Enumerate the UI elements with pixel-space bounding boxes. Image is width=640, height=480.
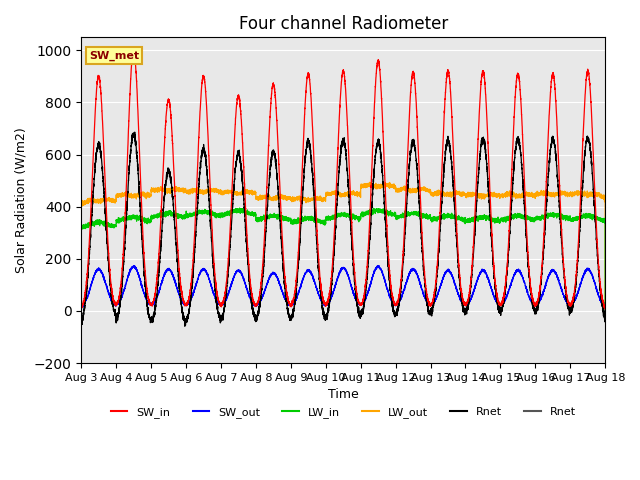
LW_in xyxy=(573,215,580,220)
LW_out xyxy=(77,202,85,207)
Rnet xyxy=(461,305,468,311)
LW_in xyxy=(325,215,333,221)
SW_in xyxy=(602,306,609,312)
Title: Four channel Radiometer: Four channel Radiometer xyxy=(239,15,448,33)
LW_in xyxy=(77,225,85,230)
SW_out xyxy=(325,298,333,304)
LW_out xyxy=(255,197,263,203)
LW_in xyxy=(255,216,263,222)
SW_out xyxy=(77,305,85,311)
Line: LW_in: LW_in xyxy=(81,208,605,311)
Rnet xyxy=(573,270,580,276)
LW_out xyxy=(573,191,580,196)
Rnet xyxy=(602,300,609,305)
Rnet xyxy=(579,169,587,175)
SW_in xyxy=(325,292,333,298)
Rnet xyxy=(326,302,333,308)
SW_out xyxy=(255,300,263,306)
Text: SW_met: SW_met xyxy=(89,50,139,61)
SW_in xyxy=(77,304,85,310)
LW_out xyxy=(365,180,373,185)
SW_in xyxy=(255,294,263,300)
LW_out xyxy=(325,192,333,198)
Line: LW_out: LW_out xyxy=(81,182,605,306)
SW_out xyxy=(374,263,382,268)
SW_out xyxy=(602,305,609,311)
SW_out xyxy=(476,273,483,278)
Rnet xyxy=(131,129,139,135)
SW_out xyxy=(573,291,580,297)
Line: Rnet: Rnet xyxy=(81,132,605,326)
LW_out xyxy=(460,192,468,198)
SW_out xyxy=(579,273,587,278)
SW_in xyxy=(460,300,468,306)
Legend: SW_in, SW_out, LW_in, LW_out, Rnet, Rnet: SW_in, SW_out, LW_in, LW_out, Rnet, Rnet xyxy=(106,403,580,422)
LW_in xyxy=(236,205,243,211)
Rnet xyxy=(476,161,483,167)
SW_in xyxy=(130,47,138,53)
X-axis label: Time: Time xyxy=(328,388,358,401)
Rnet xyxy=(181,324,189,329)
SW_in xyxy=(573,265,580,271)
LW_in xyxy=(579,215,587,220)
SW_in xyxy=(579,130,587,135)
LW_in xyxy=(460,217,468,223)
Y-axis label: Solar Radiation (W/m2): Solar Radiation (W/m2) xyxy=(15,127,28,273)
LW_out xyxy=(579,191,587,197)
LW_out xyxy=(602,303,609,309)
LW_in xyxy=(602,308,609,314)
SW_out xyxy=(77,306,85,312)
Rnet xyxy=(77,323,85,328)
SW_out xyxy=(461,301,468,307)
Line: SW_in: SW_in xyxy=(81,50,605,309)
LW_in xyxy=(476,215,483,221)
Rnet xyxy=(255,303,263,309)
Line: SW_out: SW_out xyxy=(81,265,605,309)
SW_in xyxy=(476,114,483,120)
LW_out xyxy=(476,191,483,196)
